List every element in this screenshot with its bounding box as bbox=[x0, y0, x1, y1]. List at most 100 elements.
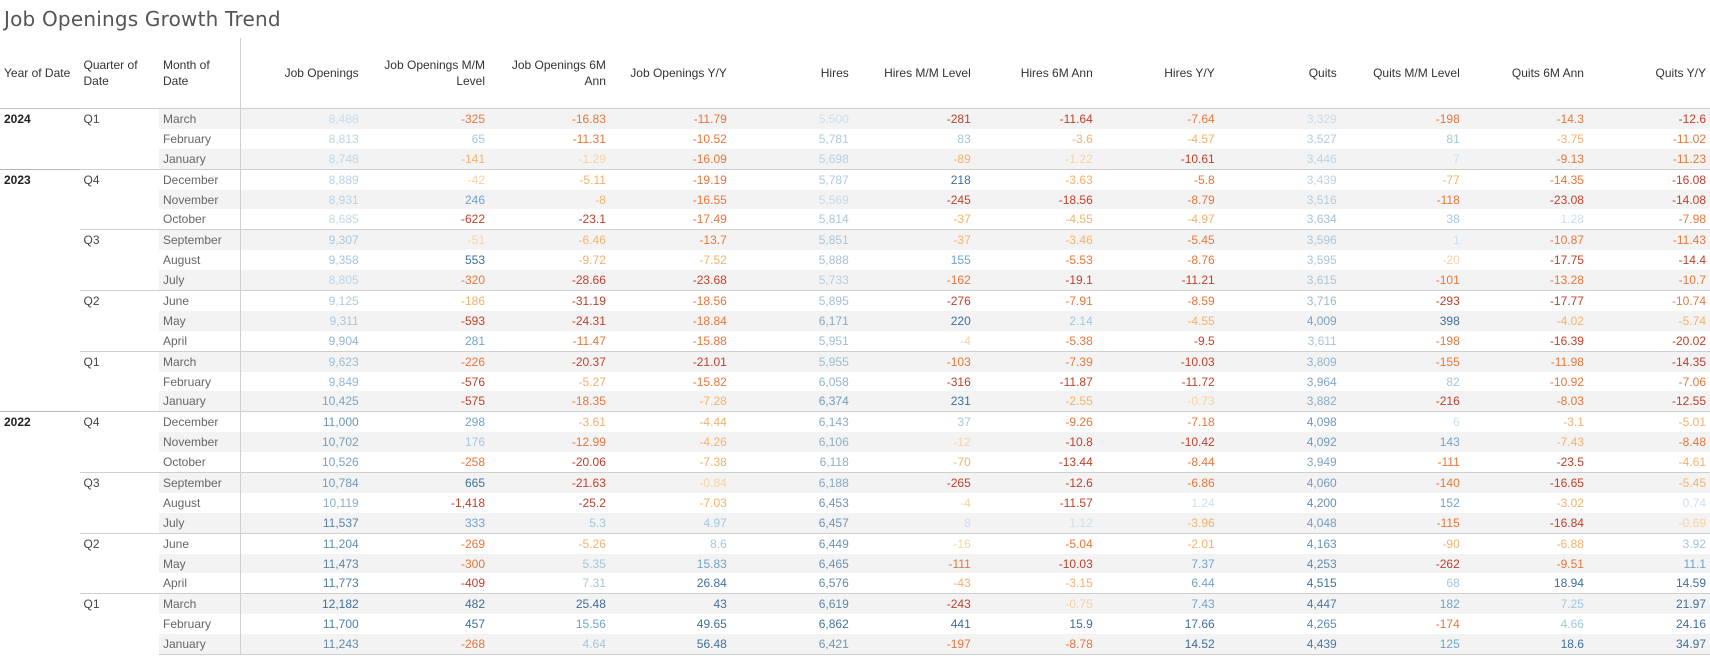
column-header[interactable]: Hires bbox=[820, 66, 849, 80]
table-row: February 11,700 457 15.56 49.65 6,862 441 15.9 1… bbox=[0, 614, 1710, 635]
data-cell: 4,200 bbox=[1306, 495, 1337, 510]
month-cell: September bbox=[159, 472, 242, 493]
data-cell: -197 bbox=[852, 634, 975, 656]
data-cell: 8.6 bbox=[609, 532, 731, 554]
data-cell: 11,473 bbox=[240, 553, 363, 574]
data-cell: 5,569 bbox=[730, 189, 853, 210]
data-cell: -16.65 bbox=[1463, 472, 1588, 493]
data-cell: 37 bbox=[852, 411, 975, 433]
data-cell: -3.1 bbox=[1463, 411, 1588, 433]
column-header[interactable]: Quits M/M Level bbox=[1373, 66, 1460, 80]
data-cell: 7.37 bbox=[1096, 553, 1219, 574]
month-cell: December bbox=[159, 168, 242, 190]
data-cell: -4 bbox=[960, 333, 971, 348]
table-row: 2023 Q4 December 8,889 -42 -5.11 -19.19 5,787 21… bbox=[0, 168, 1710, 412]
month-cell: July bbox=[159, 512, 242, 534]
data-cell: -320 bbox=[362, 270, 490, 291]
data-cell: 5,895 bbox=[730, 290, 853, 311]
column-header[interactable]: Year of Date bbox=[4, 66, 71, 80]
data-cell: 5,951 bbox=[818, 333, 849, 348]
data-cell: -16.39 bbox=[1549, 333, 1584, 348]
data-cell: -77 bbox=[1340, 168, 1464, 190]
data-cell: 6 bbox=[1340, 411, 1464, 433]
data-cell: 5,955 bbox=[730, 350, 853, 372]
column-header[interactable]: Quarter of Date bbox=[83, 58, 138, 88]
data-cell: -12.6 bbox=[974, 472, 1097, 493]
table-row: January 8,748 -141 -1.29 -16.09 5,698 -89 -1.22… bbox=[0, 148, 1710, 170]
data-cell: -16.84 bbox=[1463, 512, 1588, 534]
data-cell: 3,595 bbox=[1306, 253, 1337, 268]
data-cell: -28.66 bbox=[489, 270, 610, 291]
data-cell: 6,106 bbox=[730, 432, 853, 453]
month-cell: August bbox=[159, 492, 242, 513]
month-cell: December bbox=[159, 411, 242, 433]
data-cell: 43 bbox=[609, 593, 731, 615]
table-row: January 10,425 -575 -18.35 -7.28 6,374 231 -2.5… bbox=[0, 391, 1710, 412]
data-cell: -103 bbox=[852, 350, 975, 372]
data-cell: -23.68 bbox=[609, 270, 731, 291]
column-header[interactable]: Quits Y/Y bbox=[1655, 66, 1706, 80]
column-header[interactable]: Hires M/M Level bbox=[884, 66, 971, 80]
column-header[interactable]: Job Openings Y/Y bbox=[630, 66, 727, 80]
data-cell: -226 bbox=[362, 350, 490, 372]
data-cell: -10.42 bbox=[1096, 432, 1219, 453]
month-cell: September bbox=[159, 229, 242, 251]
data-cell: 457 bbox=[464, 617, 486, 632]
column-header[interactable]: Quits 6M Ann bbox=[1511, 66, 1584, 80]
data-cell: -11.23 bbox=[1587, 148, 1710, 170]
column-header[interactable]: Job Openings 6M Ann bbox=[511, 58, 606, 88]
data-cell: -3.15 bbox=[1065, 576, 1093, 591]
data-cell: -19.19 bbox=[609, 168, 731, 190]
table-row: August 9,358 553 -9.72 -7.52 5,888 155 -5.53 -8.… bbox=[0, 250, 1710, 271]
data-cell: 9,125 bbox=[240, 290, 363, 311]
data-cell: 6,465 bbox=[730, 553, 853, 574]
data-cell: -5.01 bbox=[1587, 411, 1710, 433]
data-cell: 8,931 bbox=[240, 189, 363, 210]
data-cell: 21.97 bbox=[1587, 593, 1710, 615]
column-header[interactable]: Quits bbox=[1308, 66, 1337, 80]
column-header[interactable]: Month of Date bbox=[159, 38, 242, 109]
month-cell: November bbox=[159, 432, 242, 453]
year-cell: 2022 bbox=[0, 411, 80, 655]
data-cell: -9.13 bbox=[1463, 148, 1588, 170]
data-cell: 281 bbox=[464, 333, 486, 348]
data-cell: -4.57 bbox=[1187, 131, 1215, 146]
column-header[interactable]: Job Openings bbox=[284, 66, 359, 80]
column-header[interactable]: Hires Y/Y bbox=[1164, 66, 1215, 80]
quarter-cell: Q2 bbox=[79, 532, 159, 594]
data-cell: -43 bbox=[953, 576, 971, 591]
data-cell: 8,685 bbox=[328, 212, 359, 227]
data-cell: 4,060 bbox=[1218, 472, 1341, 493]
data-cell: -10.74 bbox=[1587, 290, 1710, 311]
data-cell: 1.28 bbox=[1560, 212, 1584, 227]
data-cell: 8 bbox=[852, 512, 975, 534]
data-cell: -111 bbox=[852, 553, 975, 574]
data-cell: -8.59 bbox=[1096, 290, 1219, 311]
data-cell: -3.63 bbox=[974, 168, 1097, 190]
data-cell: -4.55 bbox=[1065, 212, 1093, 227]
data-cell: 4.64 bbox=[489, 634, 610, 656]
table-row: 2024 Q1 March 8,488 -325 -16.83 -11.79 5,500 -28… bbox=[0, 107, 1710, 170]
data-cell: 5,698 bbox=[730, 148, 853, 170]
data-cell: -269 bbox=[362, 532, 490, 554]
year-cell: 2023 bbox=[0, 168, 80, 412]
data-cell: -20.06 bbox=[571, 455, 606, 470]
column-header[interactable]: Job Openings M/M Level bbox=[384, 58, 486, 88]
data-cell: -9.72 bbox=[578, 253, 606, 268]
data-cell: 11,243 bbox=[240, 634, 363, 656]
data-cell: 333 bbox=[362, 512, 490, 534]
table-header: Year of Date Quarter of Date Month of Date… bbox=[0, 38, 1710, 109]
data-cell: 6,143 bbox=[730, 411, 853, 433]
data-cell: 5,500 bbox=[730, 107, 853, 129]
column-header[interactable]: Hires 6M Ann bbox=[1020, 66, 1093, 80]
data-cell: -245 bbox=[852, 189, 975, 210]
data-cell: 4,092 bbox=[1218, 432, 1341, 453]
data-cell: -7.64 bbox=[1096, 107, 1219, 129]
data-cell: -21.63 bbox=[489, 472, 610, 493]
data-cell: -5.45 bbox=[1587, 472, 1710, 493]
data-cell: 6,576 bbox=[818, 576, 849, 591]
data-cell: -4.55 bbox=[1096, 310, 1219, 331]
data-cell: -7.06 bbox=[1678, 374, 1706, 389]
data-cell: -0.69 bbox=[1587, 512, 1710, 534]
data-cell: -0.84 bbox=[609, 472, 731, 493]
